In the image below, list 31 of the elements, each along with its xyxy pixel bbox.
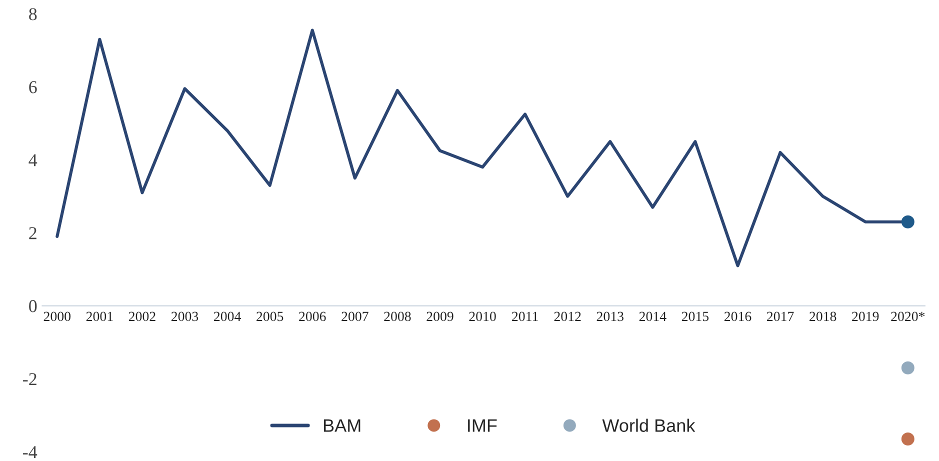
x-tick-label: 2005	[256, 312, 284, 322]
x-tick-label: 2012	[554, 312, 581, 322]
x-tick-label: 2001	[86, 312, 113, 322]
x-tick-label: 2019	[852, 312, 879, 322]
x-tick-label: 2018	[810, 312, 836, 322]
x-tick-label: 2013	[596, 312, 624, 322]
x-tick-label: 2009	[426, 312, 454, 322]
x-tick-label: 2010	[469, 312, 496, 322]
y-tick-label: 0	[29, 300, 37, 312]
x-tick-label: 2000	[44, 312, 71, 322]
y-tick-label: 6	[29, 81, 37, 94]
y-tick-label: 8	[29, 8, 37, 20]
x-tick-label: 2004	[214, 312, 241, 322]
y-tick-label: 2	[29, 227, 36, 240]
x-tick-label: 2006	[299, 312, 326, 322]
x-tick-label: 2020*	[891, 312, 925, 322]
x-tick-label: 2011	[512, 312, 538, 322]
legend-label: World Bank	[602, 418, 696, 432]
x-tick-label: 2008	[384, 312, 411, 322]
x-tick-label: 2015	[682, 312, 709, 322]
x-tick-label: 2002	[128, 312, 156, 322]
y-tick-label: 4	[28, 154, 38, 166]
y-tick-label: -2	[23, 373, 36, 386]
x-tick-label: 2014	[639, 312, 666, 322]
legend-label: IMF	[468, 419, 497, 432]
x-tick-label: 2007	[342, 312, 368, 322]
x-tick-label: 2017	[767, 312, 794, 322]
x-tick-label: 2003	[171, 312, 198, 322]
x-tick-label: 2016	[724, 312, 752, 322]
y-tick-label: -4	[23, 446, 38, 458]
legend-label: BAM	[324, 419, 360, 432]
